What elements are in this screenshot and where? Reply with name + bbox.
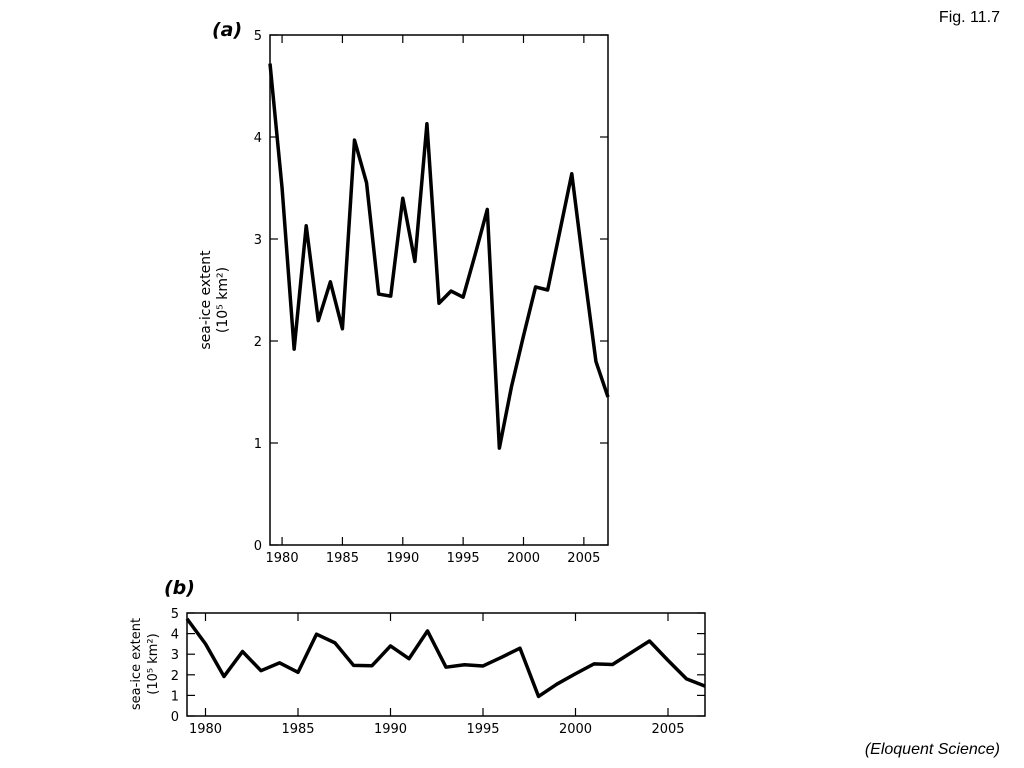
x-tick-label: 1985 bbox=[281, 722, 314, 737]
y-axis-label: (10⁵ km²) bbox=[146, 633, 161, 694]
x-tick-label: 1995 bbox=[447, 551, 480, 566]
x-tick-label: 1995 bbox=[466, 722, 499, 737]
y-tick-label: 5 bbox=[254, 29, 262, 44]
data-line bbox=[268, 63, 610, 450]
panel-label: (b) bbox=[164, 577, 195, 599]
y-tick-label: 1 bbox=[254, 437, 262, 452]
y-tick-label: 4 bbox=[171, 628, 179, 643]
plot-frame bbox=[186, 612, 706, 717]
y-axis-label: sea-ice extent bbox=[198, 250, 214, 350]
y-axis-label: (10⁵ km²) bbox=[215, 267, 231, 333]
plot-frame bbox=[269, 34, 609, 546]
x-tick-label: 1985 bbox=[326, 551, 359, 566]
x-tick-label: 2005 bbox=[567, 551, 600, 566]
y-tick-label: 3 bbox=[254, 233, 262, 248]
y-axis-label: sea-ice extent bbox=[129, 618, 144, 710]
x-tick-label: 2000 bbox=[507, 551, 540, 566]
y-tick-label: 5 bbox=[171, 607, 179, 622]
x-tick-label: 2000 bbox=[559, 722, 592, 737]
y-tick-label: 4 bbox=[254, 131, 262, 146]
x-tick-label: 1990 bbox=[386, 551, 419, 566]
y-tick-label: 3 bbox=[171, 648, 179, 663]
source: (Eloquent Science) bbox=[865, 741, 1000, 758]
y-tick-label: 2 bbox=[171, 669, 179, 684]
y-tick-label: 0 bbox=[171, 710, 179, 725]
x-tick-label: 1990 bbox=[374, 722, 407, 737]
y-tick-label: 2 bbox=[254, 335, 262, 350]
x-tick-label: 1980 bbox=[189, 722, 222, 737]
data-line bbox=[185, 617, 706, 699]
figure-label: Fig. 11.7 bbox=[939, 9, 1000, 26]
x-tick-label: 2005 bbox=[651, 722, 684, 737]
y-tick-label: 0 bbox=[254, 539, 262, 554]
y-tick-label: 1 bbox=[171, 689, 179, 704]
x-tick-label: 1980 bbox=[266, 551, 299, 566]
panel-label: (a) bbox=[212, 19, 242, 41]
